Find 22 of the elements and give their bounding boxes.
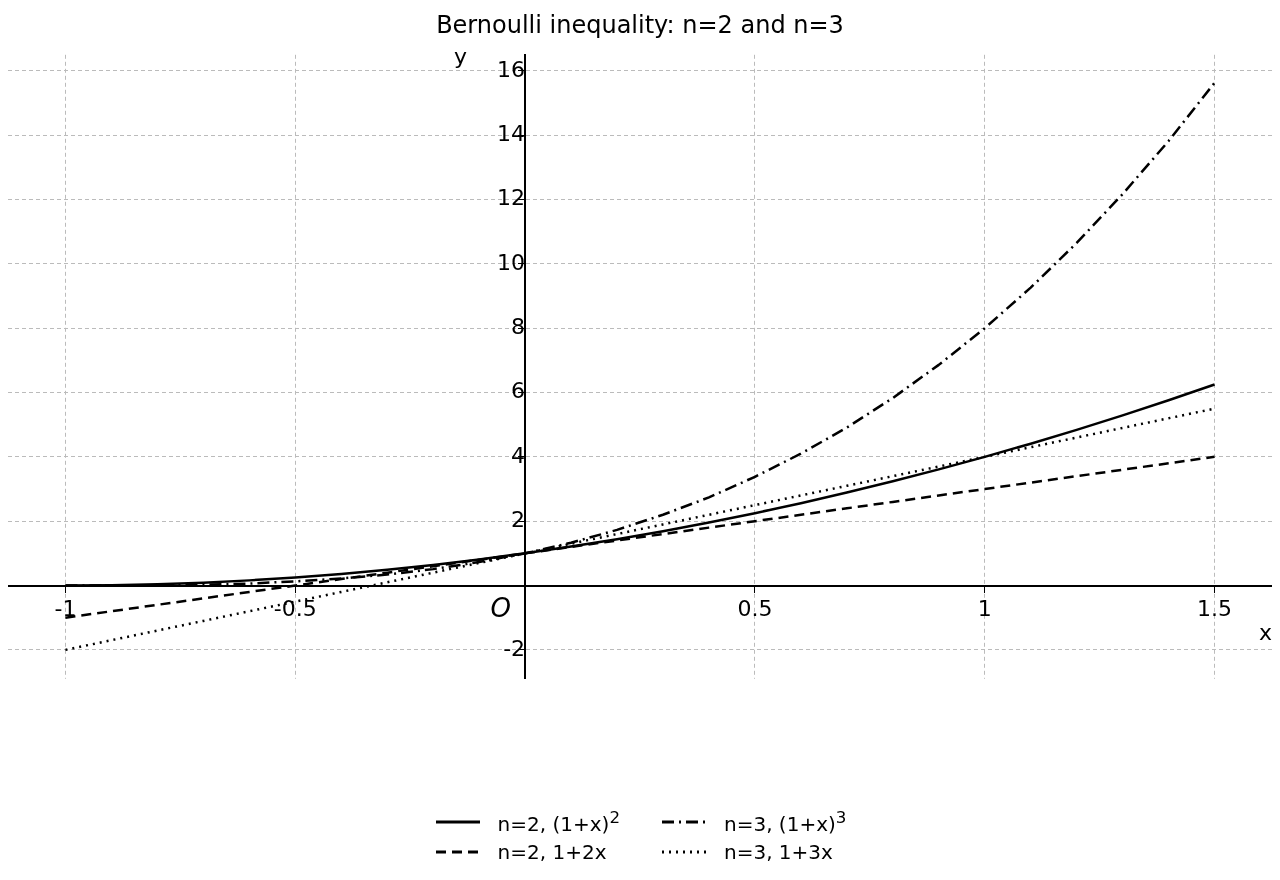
x-axis-title: x [1258, 620, 1272, 646]
y-axis-title: y [454, 43, 468, 69]
y-tick-label: 14 [497, 120, 526, 146]
y-tick-label: 16 [497, 56, 526, 82]
x-tick-label: 1 [977, 596, 992, 622]
annotation: O [490, 593, 512, 624]
y-tick-label: 6 [511, 378, 526, 404]
legend-label: n=2, 1+2x [497, 839, 607, 864]
legend-label: n=3, (1+x)$^{3}$ [724, 808, 847, 836]
chart-title: Bernoulli inequality: n=2 and n=3 [436, 10, 844, 39]
y-tick-label: -2 [503, 635, 526, 661]
y-tick-label: 12 [497, 185, 526, 211]
y-tick-label: 8 [511, 313, 526, 339]
x-tick-label: -1 [54, 596, 77, 622]
y-tick-label: 2 [511, 506, 526, 532]
legend-label: n=2, (1+x)$^{2}$ [497, 808, 620, 836]
legend-label: n=3, 1+3x [724, 839, 833, 864]
y-tick-label: 4 [511, 442, 526, 468]
x-tick-label: 0.5 [737, 596, 773, 622]
y-tick-label: 10 [497, 249, 526, 275]
x-tick-label: 1.5 [1197, 596, 1233, 622]
x-tick-label: -0.5 [273, 596, 317, 622]
